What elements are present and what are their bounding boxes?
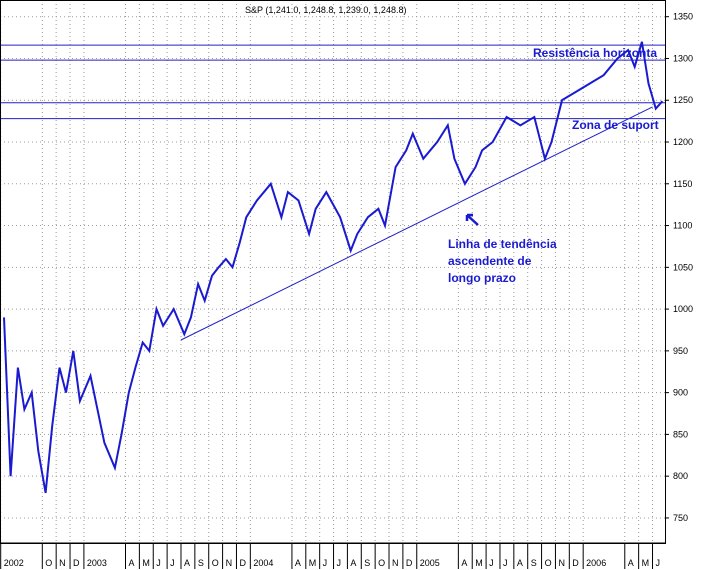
x-tick-label: A: [129, 558, 135, 568]
x-tick-label: 2003: [87, 558, 107, 568]
x-tick-label: S: [198, 558, 204, 568]
annotation-trend-line-1: Linha de tendência: [448, 237, 557, 251]
x-tick-label: A: [295, 558, 301, 568]
x-tick-label: O: [378, 558, 385, 568]
x-tick-label: A: [517, 558, 523, 568]
x-tick-label: 2005: [420, 558, 440, 568]
annotation-resistance: Resistência horizonta: [533, 46, 657, 60]
x-tick-label: A: [628, 558, 634, 568]
x-tick-label: J: [489, 558, 494, 568]
x-axis: 2002 O N D 2003 A M J J A S O N D 2004 A M J J A S O N D 2005 A M J…: [0, 542, 665, 569]
y-tick-label: 1200: [673, 137, 693, 147]
x-tick-label: J: [170, 558, 175, 568]
x-tick-label: M: [309, 558, 317, 568]
x-tick-label: A: [461, 558, 467, 568]
y-tick-label: 950: [673, 346, 688, 356]
chart-title: S&P (1,241.0, 1,248.8, 1,239.0, 1,248.8): [245, 5, 406, 15]
y-tick-label: 1250: [673, 95, 693, 105]
y-tick-label: 800: [673, 471, 688, 481]
x-tick-label: J: [337, 558, 342, 568]
grid: [0, 0, 665, 543]
y-tick-label: 1150: [673, 179, 692, 189]
x-tick-label: 2002: [4, 558, 24, 568]
y-axis: 750 800 850 900 950 1000 1050 1100 1150 1200 1250 1…: [665, 12, 693, 523]
horizontal-lines: [0, 44, 665, 120]
x-tick-label: N: [59, 558, 66, 568]
y-tick-label: 1300: [673, 53, 693, 63]
x-tick-label: J: [656, 558, 661, 568]
y-tick-label: 1100: [673, 221, 692, 231]
y-tick-label: 900: [673, 388, 688, 398]
x-tick-label: J: [156, 558, 161, 568]
arrow-icon: [465, 213, 479, 226]
y-tick-label: 1350: [673, 12, 693, 22]
x-tick-label: N: [226, 558, 233, 568]
trend-line: [180, 106, 653, 341]
x-tick-label: 2006: [586, 558, 606, 568]
x-tick-label: O: [45, 558, 52, 568]
x-tick-label: D: [406, 558, 413, 568]
x-tick-label: D: [239, 558, 246, 568]
x-tick-label: A: [184, 558, 190, 568]
annotation-trend-line-3: longo prazo: [448, 271, 516, 285]
x-tick-label: S: [531, 558, 537, 568]
y-tick-label: 750: [673, 513, 688, 523]
y-tick-label: 850: [673, 429, 688, 439]
x-tick-label: N: [558, 558, 565, 568]
x-tick-label: 2004: [253, 558, 273, 568]
x-tick-label: J: [503, 558, 508, 568]
y-tick-label: 1000: [673, 304, 693, 314]
x-tick-label: M: [475, 558, 483, 568]
y-tick-label: 1050: [673, 262, 693, 272]
x-tick-label: O: [545, 558, 552, 568]
x-tick-label: A: [350, 558, 356, 568]
x-tick-label: M: [142, 558, 150, 568]
x-tick-label: D: [572, 558, 579, 568]
x-tick-label: M: [642, 558, 650, 568]
x-tick-label: N: [392, 558, 399, 568]
annotation-support: Zona de suport: [572, 118, 659, 132]
x-tick-label: S: [364, 558, 370, 568]
price-series: [3, 41, 664, 494]
x-tick-label: J: [323, 558, 328, 568]
annotation-trend-line-2: ascendente de: [448, 254, 532, 268]
x-tick-label: D: [73, 558, 80, 568]
x-tick-label: O: [212, 558, 219, 568]
